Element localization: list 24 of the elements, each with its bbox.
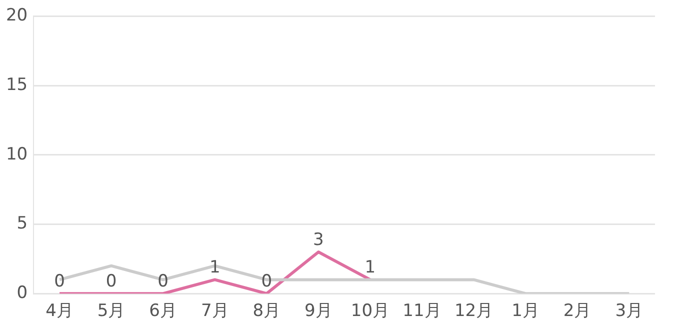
x-tick-label: 9月: [304, 301, 332, 322]
x-tick-label: 4月: [46, 301, 74, 322]
data-label: 0: [106, 272, 117, 292]
x-tick-label: 1月: [512, 301, 540, 322]
x-tick-label: 10月: [350, 301, 390, 322]
x-tick-label: 6月: [149, 301, 177, 322]
data-label: 0: [261, 272, 272, 292]
y-tick-label: 5: [16, 214, 28, 234]
y-tick-label: 10: [6, 144, 28, 164]
x-tick-label: 12月: [454, 301, 494, 322]
data-label: 1: [364, 258, 376, 278]
data-label: 0: [54, 272, 65, 292]
x-tick-label: 5月: [97, 301, 126, 322]
x-tick-label: 8月: [252, 301, 281, 322]
y-tick-label: 0: [16, 283, 28, 304]
data-label: 0: [158, 272, 168, 292]
y-tick-label: 20: [6, 6, 28, 26]
x-tick-label: 11月: [402, 301, 442, 322]
data-label: 1: [209, 258, 220, 278]
x-tick-label: 2月: [563, 301, 592, 322]
data-label: 3: [313, 230, 324, 250]
x-tick-label: 7月: [200, 301, 229, 322]
y-tick-label: 15: [6, 74, 28, 95]
x-tick-label: 3月: [615, 301, 644, 322]
